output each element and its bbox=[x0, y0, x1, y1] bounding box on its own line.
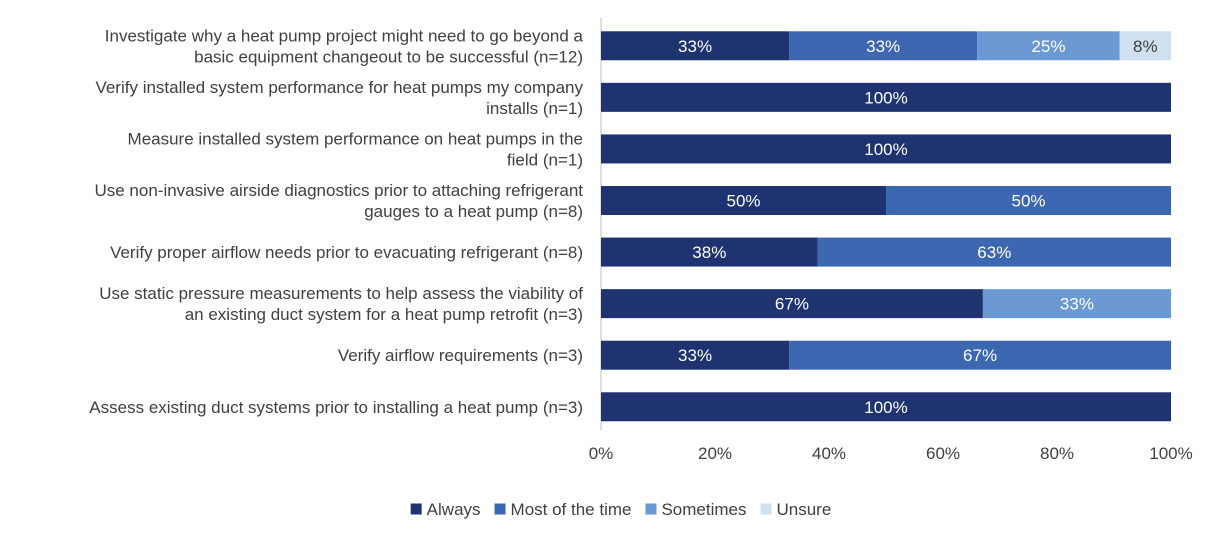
data-label: 100% bbox=[864, 88, 907, 107]
data-label: 50% bbox=[1011, 191, 1045, 210]
bar-segment bbox=[601, 134, 1171, 164]
legend-label: Unsure bbox=[777, 500, 832, 519]
bar-segment bbox=[789, 31, 978, 61]
bar-segment bbox=[886, 185, 1171, 215]
data-label: 33% bbox=[678, 37, 712, 56]
category-label: Measure installed system performance on … bbox=[128, 129, 583, 148]
data-label: 100% bbox=[864, 398, 907, 417]
data-label: 50% bbox=[726, 191, 760, 210]
category-label: installs (n=1) bbox=[486, 99, 583, 118]
category-label: Assess existing duct systems prior to in… bbox=[89, 398, 583, 417]
data-label: 33% bbox=[678, 346, 712, 365]
data-label: 38% bbox=[692, 243, 726, 262]
legend-swatch bbox=[494, 503, 506, 515]
category-label: Verify airflow requirements (n=3) bbox=[338, 346, 583, 365]
category-label: gauges to a heat pump (n=8) bbox=[364, 202, 583, 221]
bar-segment bbox=[982, 289, 1171, 319]
category-label: Verify proper airflow needs prior to eva… bbox=[110, 243, 583, 262]
data-label: 100% bbox=[864, 140, 907, 159]
category-label: field (n=1) bbox=[507, 150, 583, 169]
bar-segment bbox=[601, 289, 983, 319]
category-label: Investigate why a heat pump project migh… bbox=[105, 26, 584, 45]
bar-segment bbox=[601, 237, 818, 267]
x-tick-label: 20% bbox=[698, 444, 732, 463]
data-label: 33% bbox=[866, 37, 900, 56]
x-tick-label: 40% bbox=[812, 444, 846, 463]
bar-segment bbox=[601, 185, 886, 215]
data-label: 63% bbox=[977, 243, 1011, 262]
x-tick-label: 100% bbox=[1149, 444, 1192, 463]
category-label: Use static pressure measurements to help… bbox=[99, 284, 583, 303]
legend-swatch bbox=[645, 503, 657, 515]
data-label: 25% bbox=[1031, 37, 1065, 56]
bar-segment bbox=[789, 340, 1171, 370]
category-label: Verify installed system performance for … bbox=[95, 78, 583, 97]
data-label: 33% bbox=[1060, 295, 1094, 314]
bar-segment bbox=[1119, 31, 1171, 61]
bar-segment bbox=[601, 340, 790, 370]
data-label: 8% bbox=[1133, 37, 1158, 56]
category-label: an existing duct system for a heat pump … bbox=[185, 305, 583, 324]
legend-label: Always bbox=[427, 500, 481, 519]
data-label: 67% bbox=[963, 346, 997, 365]
bar-segment bbox=[601, 82, 1171, 112]
legend-swatch bbox=[410, 503, 422, 515]
bar-segment bbox=[977, 31, 1120, 61]
x-tick-label: 80% bbox=[1040, 444, 1074, 463]
category-label: basic equipment changeout to be successf… bbox=[194, 47, 583, 66]
bar-segment bbox=[601, 392, 1171, 422]
x-tick-label: 0% bbox=[589, 444, 614, 463]
legend-label: Sometimes bbox=[661, 500, 746, 519]
x-tick-label: 60% bbox=[926, 444, 960, 463]
data-label: 67% bbox=[775, 295, 809, 314]
legend-label: Most of the time bbox=[511, 500, 632, 519]
bar-segment bbox=[601, 31, 790, 61]
category-label: Use non-invasive airside diagnostics pri… bbox=[94, 181, 583, 200]
bar-segment bbox=[817, 237, 1171, 267]
legend-swatch bbox=[760, 503, 772, 515]
